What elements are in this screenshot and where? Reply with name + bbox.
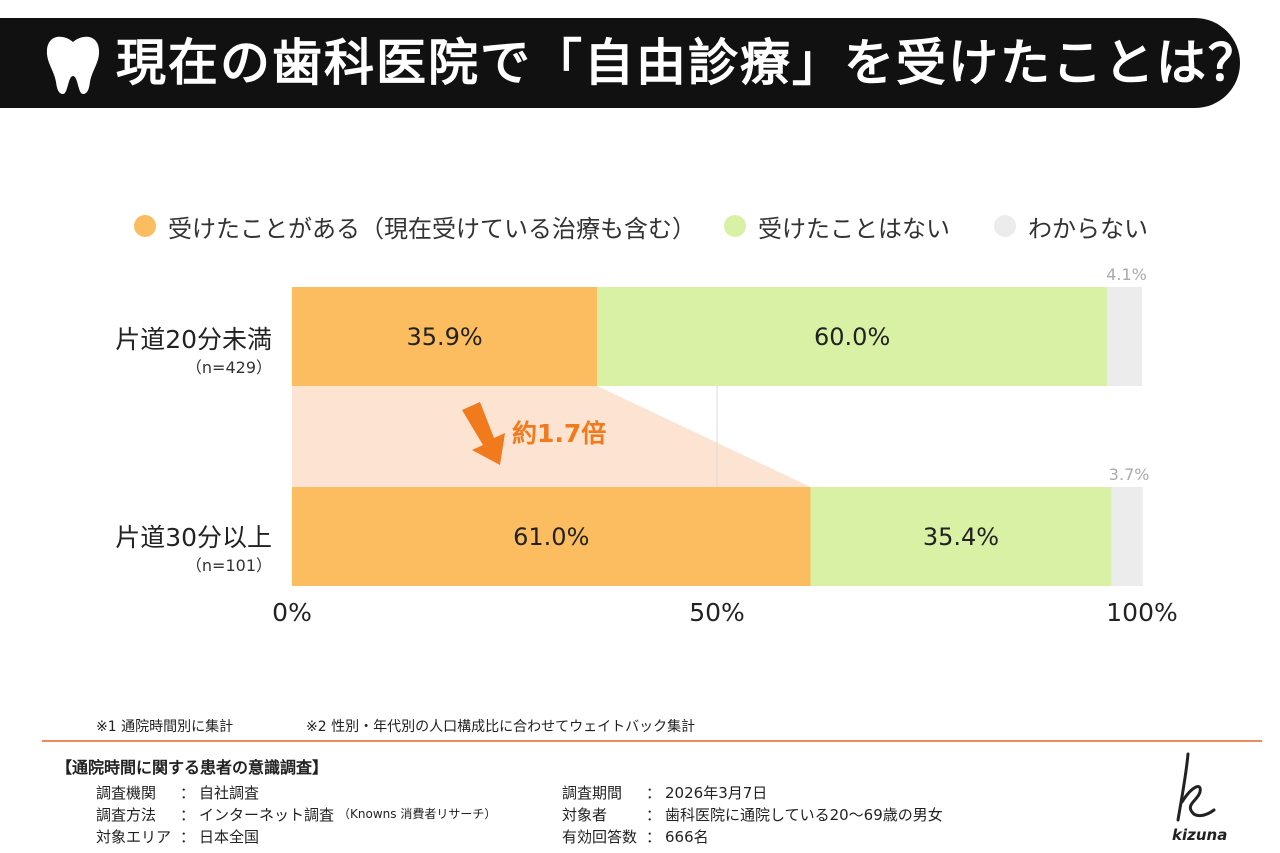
legend-item-received: 受けたことがある（現在受けている治療も含む） — [134, 206, 696, 246]
survey-key: 調査機関 — [96, 784, 157, 802]
comparison-band — [292, 386, 1142, 487]
x-tick-label-50: 50% — [689, 598, 745, 627]
survey-colon: ： — [646, 806, 662, 824]
survey-value: 666名 — [665, 828, 709, 846]
chart-legend: 受けたことがある（現在受けている治療も含む） 受けたことはない わからない — [0, 206, 1280, 246]
category-label: 片道20分未満 — [115, 325, 272, 354]
survey-info-row: 調査方法 ： インターネット調査 （Knowns 消費者リサーチ） — [96, 804, 496, 825]
survey-key: 調査方法 — [96, 806, 157, 824]
legend-item-unknown: わからない — [994, 206, 1148, 246]
bar-value-label: 61.0% — [513, 522, 590, 551]
survey-key: 有効回答数 — [562, 828, 638, 846]
survey-colon: ： — [646, 828, 662, 846]
survey-colon: ： — [180, 784, 196, 802]
legend-swatch-not-received — [724, 215, 746, 237]
page-title: 現在の歯科医院で「自由診療」を受けたことは？ — [116, 34, 1260, 92]
bar-value-label: 35.9% — [406, 322, 483, 351]
survey-colon: ： — [646, 784, 662, 802]
note-1: ※1 通院時間別に集計 — [96, 719, 234, 735]
survey-value: 日本全国 — [199, 828, 260, 846]
survey-title: 【通院時間に関する患者の意識調査】 — [56, 758, 329, 777]
survey-info-row: 対象エリア ： 日本全国 — [96, 826, 259, 847]
survey-value: 2026年3月7日 — [665, 784, 768, 802]
survey-info-row: 有効回答数 ： 666名 — [562, 826, 709, 847]
bar-value-label: 35.4% — [922, 522, 1000, 551]
legend-swatch-unknown — [994, 215, 1016, 237]
survey-value: 自社調査 — [199, 784, 260, 802]
survey-info-row: 調査機関 ： 自社調査 — [96, 782, 259, 803]
note-2: ※2 性別・年代別の人口構成比に合わせてウェイトバック集計 — [306, 719, 696, 735]
ratio-annotation: 約1.7倍 — [512, 419, 607, 448]
brand-name: kizuna — [1172, 826, 1228, 844]
sample-size-label: （n=101） — [185, 556, 272, 575]
row-label-under-20: 片道20分未満 （n=429） — [72, 320, 272, 378]
survey-key: 調査期間 — [562, 784, 623, 802]
survey-value: 歯科医院に通院している20〜69歳の男女 — [665, 806, 943, 824]
bar-unknown — [1111, 487, 1143, 586]
title-bar: 現在の歯科医院で「自由診療」を受けたことは？ — [0, 18, 1258, 108]
legend-swatch-received — [134, 215, 156, 237]
category-label: 片道30分以上 — [115, 523, 272, 552]
survey-value-note: （Knowns 消費者リサーチ） — [338, 807, 497, 821]
ratio-arrow-icon — [462, 402, 505, 465]
divider — [42, 740, 1262, 742]
brand-logo — [1176, 752, 1216, 822]
bar-value-label-small: 3.7% — [1108, 465, 1150, 484]
legend-label-not-received: 受けたことはない — [758, 214, 950, 243]
bar-value-label-small: 4.1% — [1106, 265, 1147, 284]
x-tick-label-0: 0% — [272, 598, 312, 627]
legend-label-received: 受けたことがある（現在受けている治療も含む） — [168, 214, 696, 243]
survey-key: 対象者 — [562, 806, 608, 824]
survey-info-row: 調査期間 ： 2026年3月7日 — [562, 782, 767, 803]
survey-value: インターネット調査 — [199, 806, 335, 824]
survey-info-row: 対象者 ： 歯科医院に通院している20〜69歳の男女 — [562, 804, 943, 825]
legend-label-unknown: わからない — [1028, 214, 1148, 243]
survey-colon: ： — [180, 806, 196, 824]
legend-item-not-received: 受けたことはない — [724, 206, 950, 246]
survey-key: 対象エリア — [96, 828, 172, 846]
row-label-over-30: 片道30分以上 （n=101） — [72, 518, 272, 576]
bar-value-label: 60.0% — [814, 322, 891, 351]
survey-colon: ： — [180, 828, 196, 846]
x-tick-label-100: 100% — [1106, 598, 1178, 627]
sample-size-label: （n=429） — [185, 358, 272, 377]
bar-unknown — [1107, 287, 1142, 386]
tooth-icon — [46, 36, 100, 94]
